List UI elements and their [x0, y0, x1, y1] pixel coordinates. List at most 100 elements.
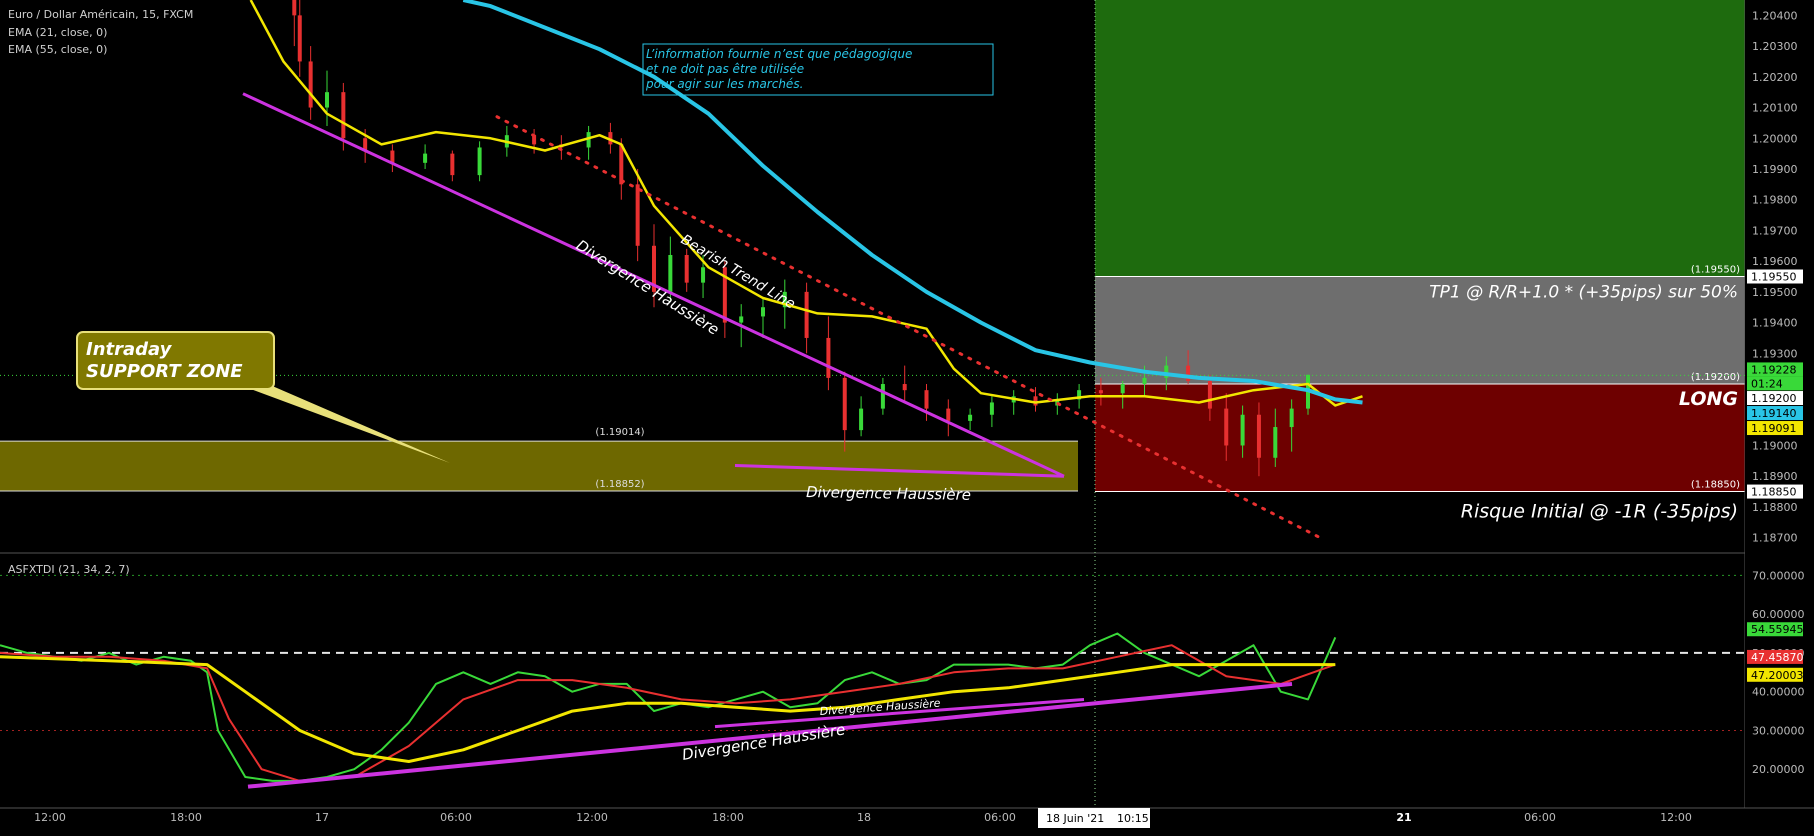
candle-body: [924, 390, 929, 409]
candle-body: [701, 267, 706, 283]
current-time-label: 10:15: [1117, 812, 1149, 825]
current-date-label: 18 Juin '21: [1046, 812, 1104, 825]
time-tick: 12:00: [576, 811, 608, 824]
candle-body: [635, 184, 640, 246]
long-text: LONG: [1679, 388, 1738, 410]
candle-body: [1098, 390, 1103, 394]
candle-body: [1273, 427, 1278, 458]
candle-body: [292, 0, 297, 16]
price-tick: 1.18800: [1752, 501, 1798, 514]
price-badge-label: 01:24: [1751, 377, 1783, 390]
ema55-legend: EMA (55, close, 0): [8, 43, 108, 56]
indicator-series-0: [0, 632, 1337, 782]
candle-body: [363, 138, 368, 151]
disclaimer-line: pour agir sur les marchés.: [645, 77, 803, 91]
risk-text: Risque Initial @ -1R (-35pips): [1461, 501, 1738, 523]
price-tick: 1.18700: [1752, 532, 1798, 545]
tp-text: TP1 @ R/R+1.0 * (+35pips) sur 50%: [1429, 283, 1738, 303]
callout-pointer: [240, 385, 450, 463]
price-tick: 1.18900: [1752, 470, 1798, 483]
price-badge-label: 1.19200: [1751, 392, 1797, 405]
candle-body: [761, 307, 765, 317]
candle-body: [1224, 408, 1229, 446]
candle-body: [1077, 390, 1082, 400]
candle-body: [532, 135, 537, 145]
price-tick: 1.19000: [1752, 439, 1798, 452]
price-tick: 1.19600: [1752, 255, 1798, 268]
price-badge: [1747, 484, 1803, 499]
symbol-legend: Euro / Dollar Américain, 15, FXCM: [8, 8, 194, 21]
candle-body: [1120, 384, 1125, 394]
disclaimer-box: [642, 43, 994, 96]
entry-price-label: (1.19200): [1691, 372, 1740, 383]
indicator-tick: 70.00000: [1752, 569, 1805, 582]
candle-body: [668, 254, 673, 292]
indicator-series-2: [0, 655, 1336, 763]
time-tick: 18:00: [712, 811, 744, 824]
price-tick: 1.19800: [1752, 194, 1798, 207]
indicator-series-1: [0, 644, 1336, 782]
time-tick: 12:00: [1660, 811, 1692, 824]
target-zone: [1095, 0, 1745, 277]
price-badge: [1747, 376, 1803, 391]
support-zone: [0, 441, 1078, 491]
candle-body: [968, 414, 973, 421]
price-badge: [1747, 391, 1803, 406]
price-tick: 1.20300: [1752, 40, 1798, 53]
indicator-tick: 20.00000: [1752, 763, 1805, 776]
price-tick: 1.19700: [1752, 224, 1798, 237]
tp-price-label: (1.19550): [1691, 265, 1740, 276]
candle-body: [826, 337, 831, 378]
price-badge: [1747, 421, 1803, 436]
divergence-ind-line-upper: [714, 697, 1085, 729]
time-tick: 06:00: [984, 811, 1016, 824]
candle-body: [1256, 414, 1261, 458]
candle-body: [1164, 365, 1169, 378]
candle-body: [880, 384, 885, 409]
divergence-price-line-lower: [734, 463, 1065, 478]
indicator-badge: [1747, 622, 1803, 637]
price-badge-label: 1.19550: [1751, 271, 1797, 284]
candle-body: [722, 267, 727, 323]
candle-body: [297, 15, 302, 62]
candle-body: [1240, 414, 1245, 446]
divergence-ind-line-lower: [247, 681, 1293, 789]
price-badge-label: 1.19091: [1751, 422, 1797, 435]
price-badge-label: 1.19140: [1751, 407, 1797, 420]
candle-body: [684, 254, 689, 283]
candle-body: [477, 147, 482, 176]
price-tick: 1.20100: [1752, 102, 1798, 115]
callout-line-1: Intraday: [86, 339, 173, 360]
candle-body: [782, 291, 787, 308]
stop-price-label: (1.18850): [1691, 480, 1740, 491]
candle-body: [423, 153, 428, 163]
price-tick: 1.20200: [1752, 71, 1798, 84]
ema55-line: [462, 0, 1363, 405]
time-axis-bg: [0, 808, 1814, 832]
time-tick: 18:00: [170, 811, 202, 824]
candle-body: [341, 92, 346, 139]
time-tick: 18: [857, 811, 871, 824]
candle-body: [1186, 365, 1191, 381]
candle-body: [1142, 377, 1147, 385]
candle-body: [308, 61, 313, 108]
candles-group: [292, 0, 1310, 477]
candle-body: [989, 402, 994, 415]
tp-band: [1095, 276, 1745, 385]
divergence-price-label-lower: Divergence Haussière: [806, 483, 971, 504]
callout-line-2: SUPPORT ZONE: [86, 361, 243, 382]
price-tick: 1.19900: [1752, 163, 1798, 176]
candle-body: [652, 245, 656, 292]
indicator-badge-label: 47.20003: [1751, 669, 1804, 682]
price-badge-label: 1.19228: [1751, 363, 1797, 376]
candle-body: [842, 377, 847, 431]
indicator-badge: [1747, 649, 1803, 664]
candle-body: [1289, 408, 1294, 428]
candle-body: [804, 291, 809, 338]
indicator-tick: 30.00000: [1752, 724, 1805, 737]
price-badge-label: 1.18850: [1751, 486, 1797, 499]
callout-box: [76, 331, 275, 390]
price-tick: 1.19300: [1752, 347, 1798, 360]
